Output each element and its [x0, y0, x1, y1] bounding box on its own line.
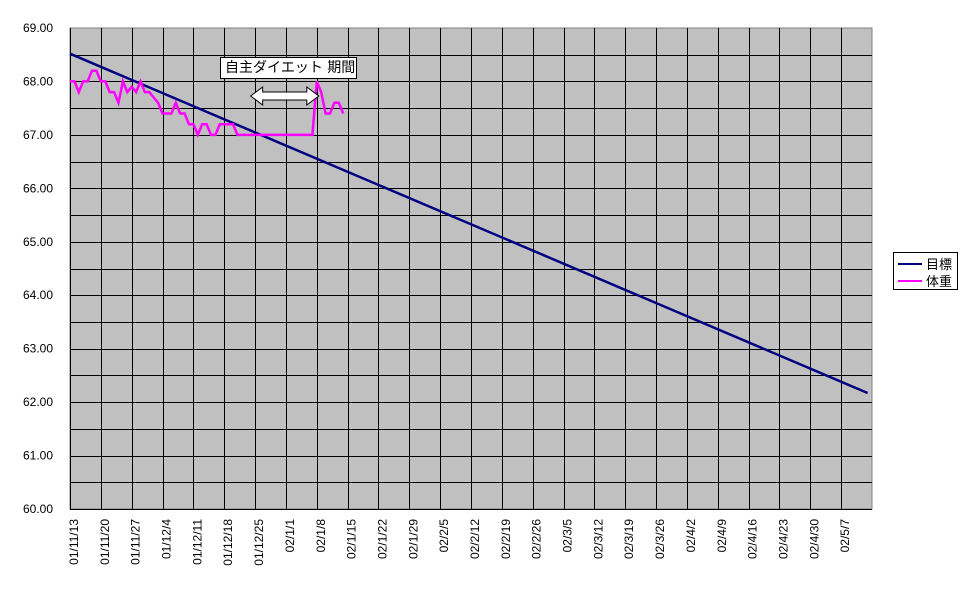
- y-tick-label: 63.00: [23, 342, 53, 356]
- y-tick-label: 60.00: [23, 502, 53, 516]
- x-tick-label: 02/5/7: [838, 519, 852, 553]
- x-tick-label: 02/1/22: [375, 519, 389, 559]
- x-tick-label: 02/3/26: [653, 519, 667, 559]
- x-tick-label: 02/4/30: [807, 519, 821, 559]
- x-tick-label: 02/2/5: [437, 519, 451, 553]
- x-tick-label: 02/4/9: [715, 519, 729, 553]
- x-tick-label: 01/12/18: [221, 519, 235, 566]
- legend-label-weight: 体重: [926, 275, 953, 290]
- x-tick-label: 02/2/26: [530, 519, 544, 559]
- x-tick-label: 02/3/5: [561, 519, 575, 553]
- legend: 目標 体重: [893, 252, 958, 290]
- x-tick-label: 01/12/25: [252, 519, 266, 566]
- legend-label-target: 目標: [926, 258, 953, 273]
- x-tick-label: 01/11/27: [129, 519, 143, 565]
- legend-swatch-target: [898, 262, 922, 265]
- x-tick-label: 02/4/16: [746, 519, 760, 559]
- x-tick-label: 02/2/19: [499, 519, 513, 559]
- y-tick-label: 66.00: [23, 181, 53, 195]
- gridlines: [70, 28, 872, 510]
- x-tick-label: 01/12/11: [190, 519, 204, 565]
- y-tick-label: 64.00: [23, 288, 53, 302]
- series-lines: [69, 52, 869, 395]
- legend-swatch-weight: [898, 279, 922, 282]
- x-tick-label: 02/2/12: [468, 519, 482, 559]
- x-tick-label: 01/12/4: [160, 519, 174, 559]
- double-arrow-icon: [249, 86, 320, 106]
- x-tick-label: 01/11/20: [98, 519, 112, 565]
- y-tick-label: 65.00: [23, 235, 53, 249]
- x-tick-label: 02/3/19: [622, 519, 636, 559]
- legend-item-weight: 体重: [898, 272, 953, 290]
- x-tick-label: 02/1/15: [345, 519, 359, 559]
- y-axis-ticks: 69.00 68.00 67.00 66.00 65.00 64.00 63.00 62.00…: [23, 21, 53, 516]
- x-tick-label: 02/1/1: [283, 519, 297, 553]
- x-tick-label: 02/3/12: [591, 519, 605, 559]
- y-tick-label: 62.00: [23, 395, 53, 409]
- x-tick-label: 02/1/29: [406, 519, 420, 559]
- target-line: [69, 52, 869, 395]
- x-axis-ticks: 01/11/13 01/11/20 01/11/27 01/12/4 01/12/11 0…: [67, 519, 852, 566]
- annotation-label: 自主ダイエット 期間: [225, 60, 356, 76]
- y-tick-label: 69.00: [23, 21, 53, 35]
- x-tick-label: 01/11/13: [67, 519, 81, 565]
- y-tick-label: 68.00: [23, 74, 53, 88]
- y-tick-label: 61.00: [23, 449, 53, 463]
- weight-line: [70, 69, 345, 139]
- x-tick-label: 02/4/2: [684, 519, 698, 553]
- y-tick-label: 67.00: [23, 128, 53, 142]
- legend-item-target: 目標: [898, 255, 953, 273]
- x-tick-label: 02/1/8: [314, 519, 328, 553]
- diet-period-annotation: 自主ダイエット 期間: [220, 57, 357, 79]
- double-arrow-annotation: [249, 86, 320, 106]
- x-tick-label: 02/4/23: [776, 519, 790, 559]
